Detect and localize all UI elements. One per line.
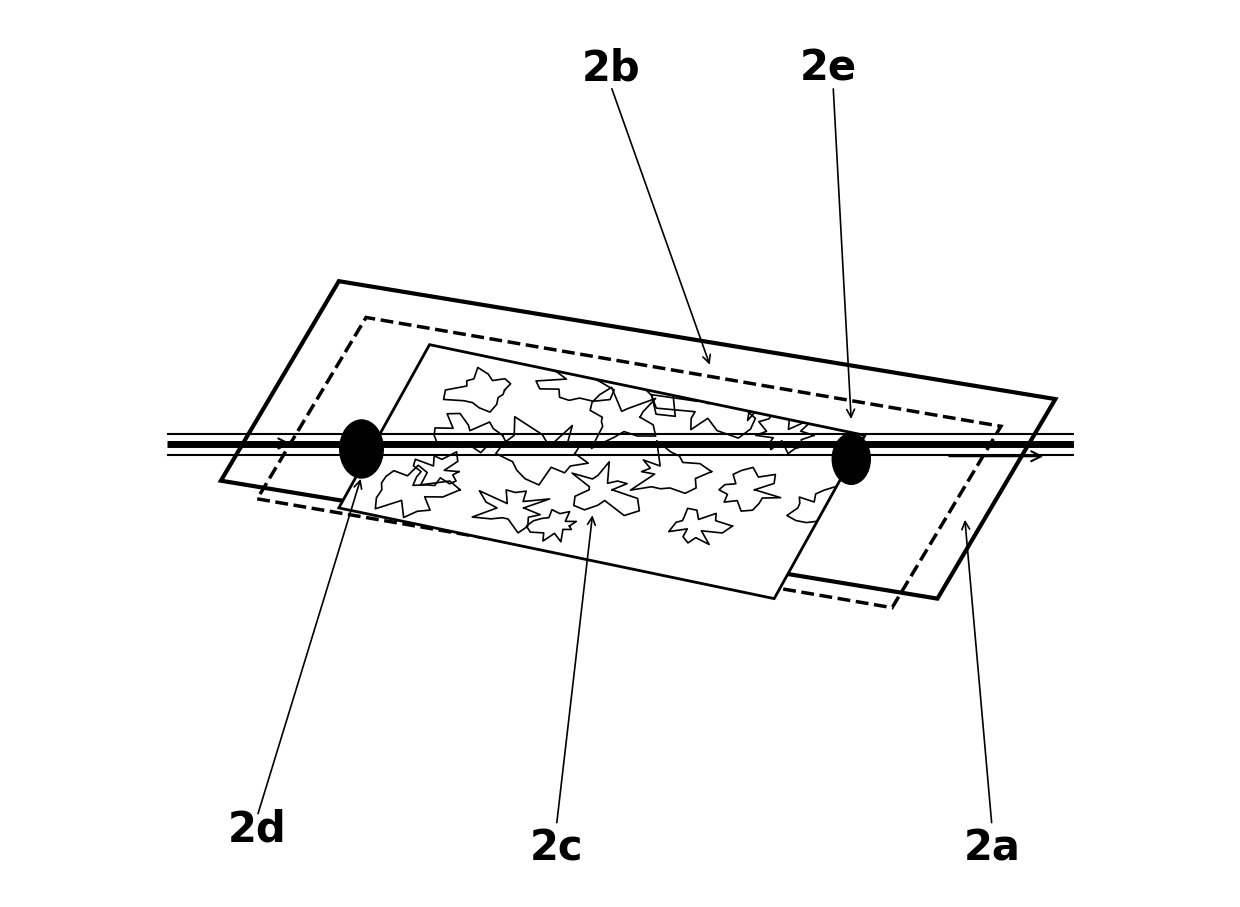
Polygon shape	[221, 281, 1055, 599]
Ellipse shape	[340, 420, 383, 478]
Text: 2a: 2a	[963, 827, 1021, 869]
Text: 2b: 2b	[582, 47, 640, 89]
Text: 2d: 2d	[228, 809, 286, 851]
Text: 2e: 2e	[800, 47, 857, 89]
Text: 2c: 2c	[529, 827, 583, 869]
Polygon shape	[339, 345, 864, 599]
Ellipse shape	[832, 434, 870, 484]
